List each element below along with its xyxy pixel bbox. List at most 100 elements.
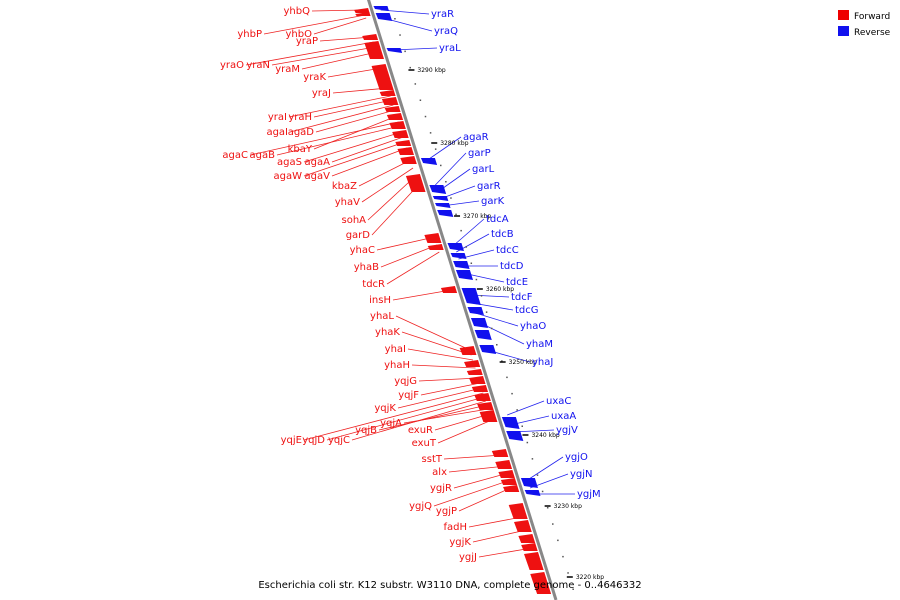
forward-gene-block-34 (518, 534, 536, 543)
legend-reverse-label: Reverse (854, 28, 891, 38)
leader-agaS (303, 131, 402, 163)
scale-dot (455, 213, 457, 216)
leader-ygjR (453, 472, 509, 489)
scale-dot (501, 360, 503, 362)
reverse-gene-block-12 (455, 270, 474, 280)
label-leader-lines (245, 9, 575, 558)
leader-yhaO (475, 312, 519, 327)
reverse-gene-block-7 (434, 203, 451, 208)
forward-gene-block-7 (381, 97, 399, 105)
gene-label-tdcA: tdcA (486, 214, 509, 225)
leader-agaR (427, 136, 462, 161)
scale-dot (480, 295, 483, 297)
forward-gene-block-13 (397, 147, 414, 155)
gene-label-yhaJ: yhaJ (532, 357, 553, 368)
leader-agaB (276, 125, 401, 156)
gene-label-agaC: agaC (222, 150, 248, 161)
reverse-gene-block-18 (501, 417, 520, 429)
leader-tdcR (386, 251, 440, 285)
scale-dot (404, 50, 406, 53)
leader-yhaB (380, 244, 438, 268)
scale-dot (506, 376, 508, 379)
forward-gene-block-30 (500, 478, 518, 485)
leader-alx (448, 465, 507, 473)
leader-yraN (271, 46, 376, 66)
gene-label-yhbP: yhbP (237, 29, 262, 40)
gene-label-kbaZ: kbaZ (332, 181, 357, 192)
gene-label-garR: garR (477, 181, 501, 192)
forward-gene-block-5 (371, 64, 394, 90)
leader-yqjB (378, 404, 488, 431)
scale-dot (470, 262, 473, 264)
tick-label-8: 3220 kbp (576, 574, 604, 581)
forward-gene-block-15 (405, 174, 426, 192)
gene-label-agaW: agaW (274, 171, 303, 182)
reverse-gene-block-6 (432, 196, 449, 201)
leader-yhaI (407, 348, 474, 361)
gene-label-ygjV: ygjV (556, 425, 578, 436)
reverse-gene-block-5 (429, 185, 447, 194)
forward-gene-block-36 (524, 552, 544, 570)
gene-label-agaD: agaD (288, 127, 315, 138)
forward-gene-block-32 (508, 503, 528, 519)
reverse-gene-block-4 (420, 158, 438, 165)
gene-label-yqjK: yqjK (374, 403, 396, 414)
gene-label-ygjM: ygjM (577, 489, 601, 500)
scale-dot (557, 539, 559, 542)
gene-label-ygjN: ygjN (570, 469, 593, 480)
scale-dot (399, 34, 401, 36)
gene-label-yraP: yraP (296, 36, 318, 47)
scale-dot (445, 181, 447, 183)
gene-label-garK: garK (481, 196, 505, 207)
tick-label-3: 3270 kbp (463, 213, 491, 220)
gene-label-yhaK: yhaK (375, 327, 400, 338)
leader-yraO (245, 41, 374, 66)
leader-yqjF (420, 382, 481, 396)
leader-garD (371, 184, 419, 236)
gene-label-yqjB: yqjB (355, 425, 377, 436)
gene-label-fadH: fadH (443, 522, 467, 533)
leader-agaA (331, 136, 404, 163)
genome-caption: Escherichia coli str. K12 substr. W3110 … (258, 580, 641, 591)
gene-label-yraQ: yraQ (434, 26, 458, 37)
reverse-gene-block-17 (479, 345, 497, 354)
gene-label-yhaH: yhaH (384, 360, 410, 371)
forward-gene-block-37 (530, 572, 552, 594)
leader-agaV (331, 147, 407, 177)
leader-sstT (443, 454, 503, 460)
leader-agaW (303, 141, 406, 177)
gene-label-exuR: exuR (408, 425, 433, 436)
leader-yraI (288, 95, 391, 118)
reverse-gene-block-16 (474, 330, 492, 340)
gene-label-yraK: yraK (303, 72, 326, 83)
forward-gene-block-23 (471, 385, 489, 392)
gene-label-yraO: yraO (220, 60, 244, 71)
forward-gene-block-12 (395, 140, 412, 146)
gene-label-uxaC: uxaC (546, 396, 571, 407)
scale-dot (521, 425, 523, 427)
leader-yqjG (418, 377, 479, 382)
gene-label-uxaA: uxaA (551, 411, 576, 422)
forward-gene-block-35 (521, 543, 538, 551)
gene-label-agaB: agaB (250, 150, 276, 161)
scale-dot (567, 572, 569, 574)
reverse-gene-block-9 (447, 243, 464, 251)
gene-label-yraR: yraR (431, 9, 454, 20)
forward-gene-block-6 (379, 90, 396, 96)
forward-gene-block-11 (392, 130, 409, 138)
gene-label-yraM: yraM (275, 64, 300, 75)
leader-ygjK (472, 529, 527, 543)
scale-ticks: 3290 kbp 3280 kbp 3270 kbp 3260 kbp 3250 kbp… (394, 18, 604, 590)
gene-label-yhaV: yhaV (335, 197, 360, 208)
leader-yhaH (411, 364, 476, 369)
gene-label-agaR: agaR (463, 132, 489, 143)
scale-dot (460, 229, 462, 232)
gene-label-tdcB: tdcB (491, 229, 514, 240)
leader-yqjA (403, 408, 489, 424)
gene-label-tdcG: tdcG (515, 305, 539, 316)
forward-gene-block-24 (474, 393, 491, 401)
leader-fadH (468, 516, 523, 528)
leader-uxaC (507, 400, 545, 416)
forward-gene-block-21 (466, 369, 483, 375)
